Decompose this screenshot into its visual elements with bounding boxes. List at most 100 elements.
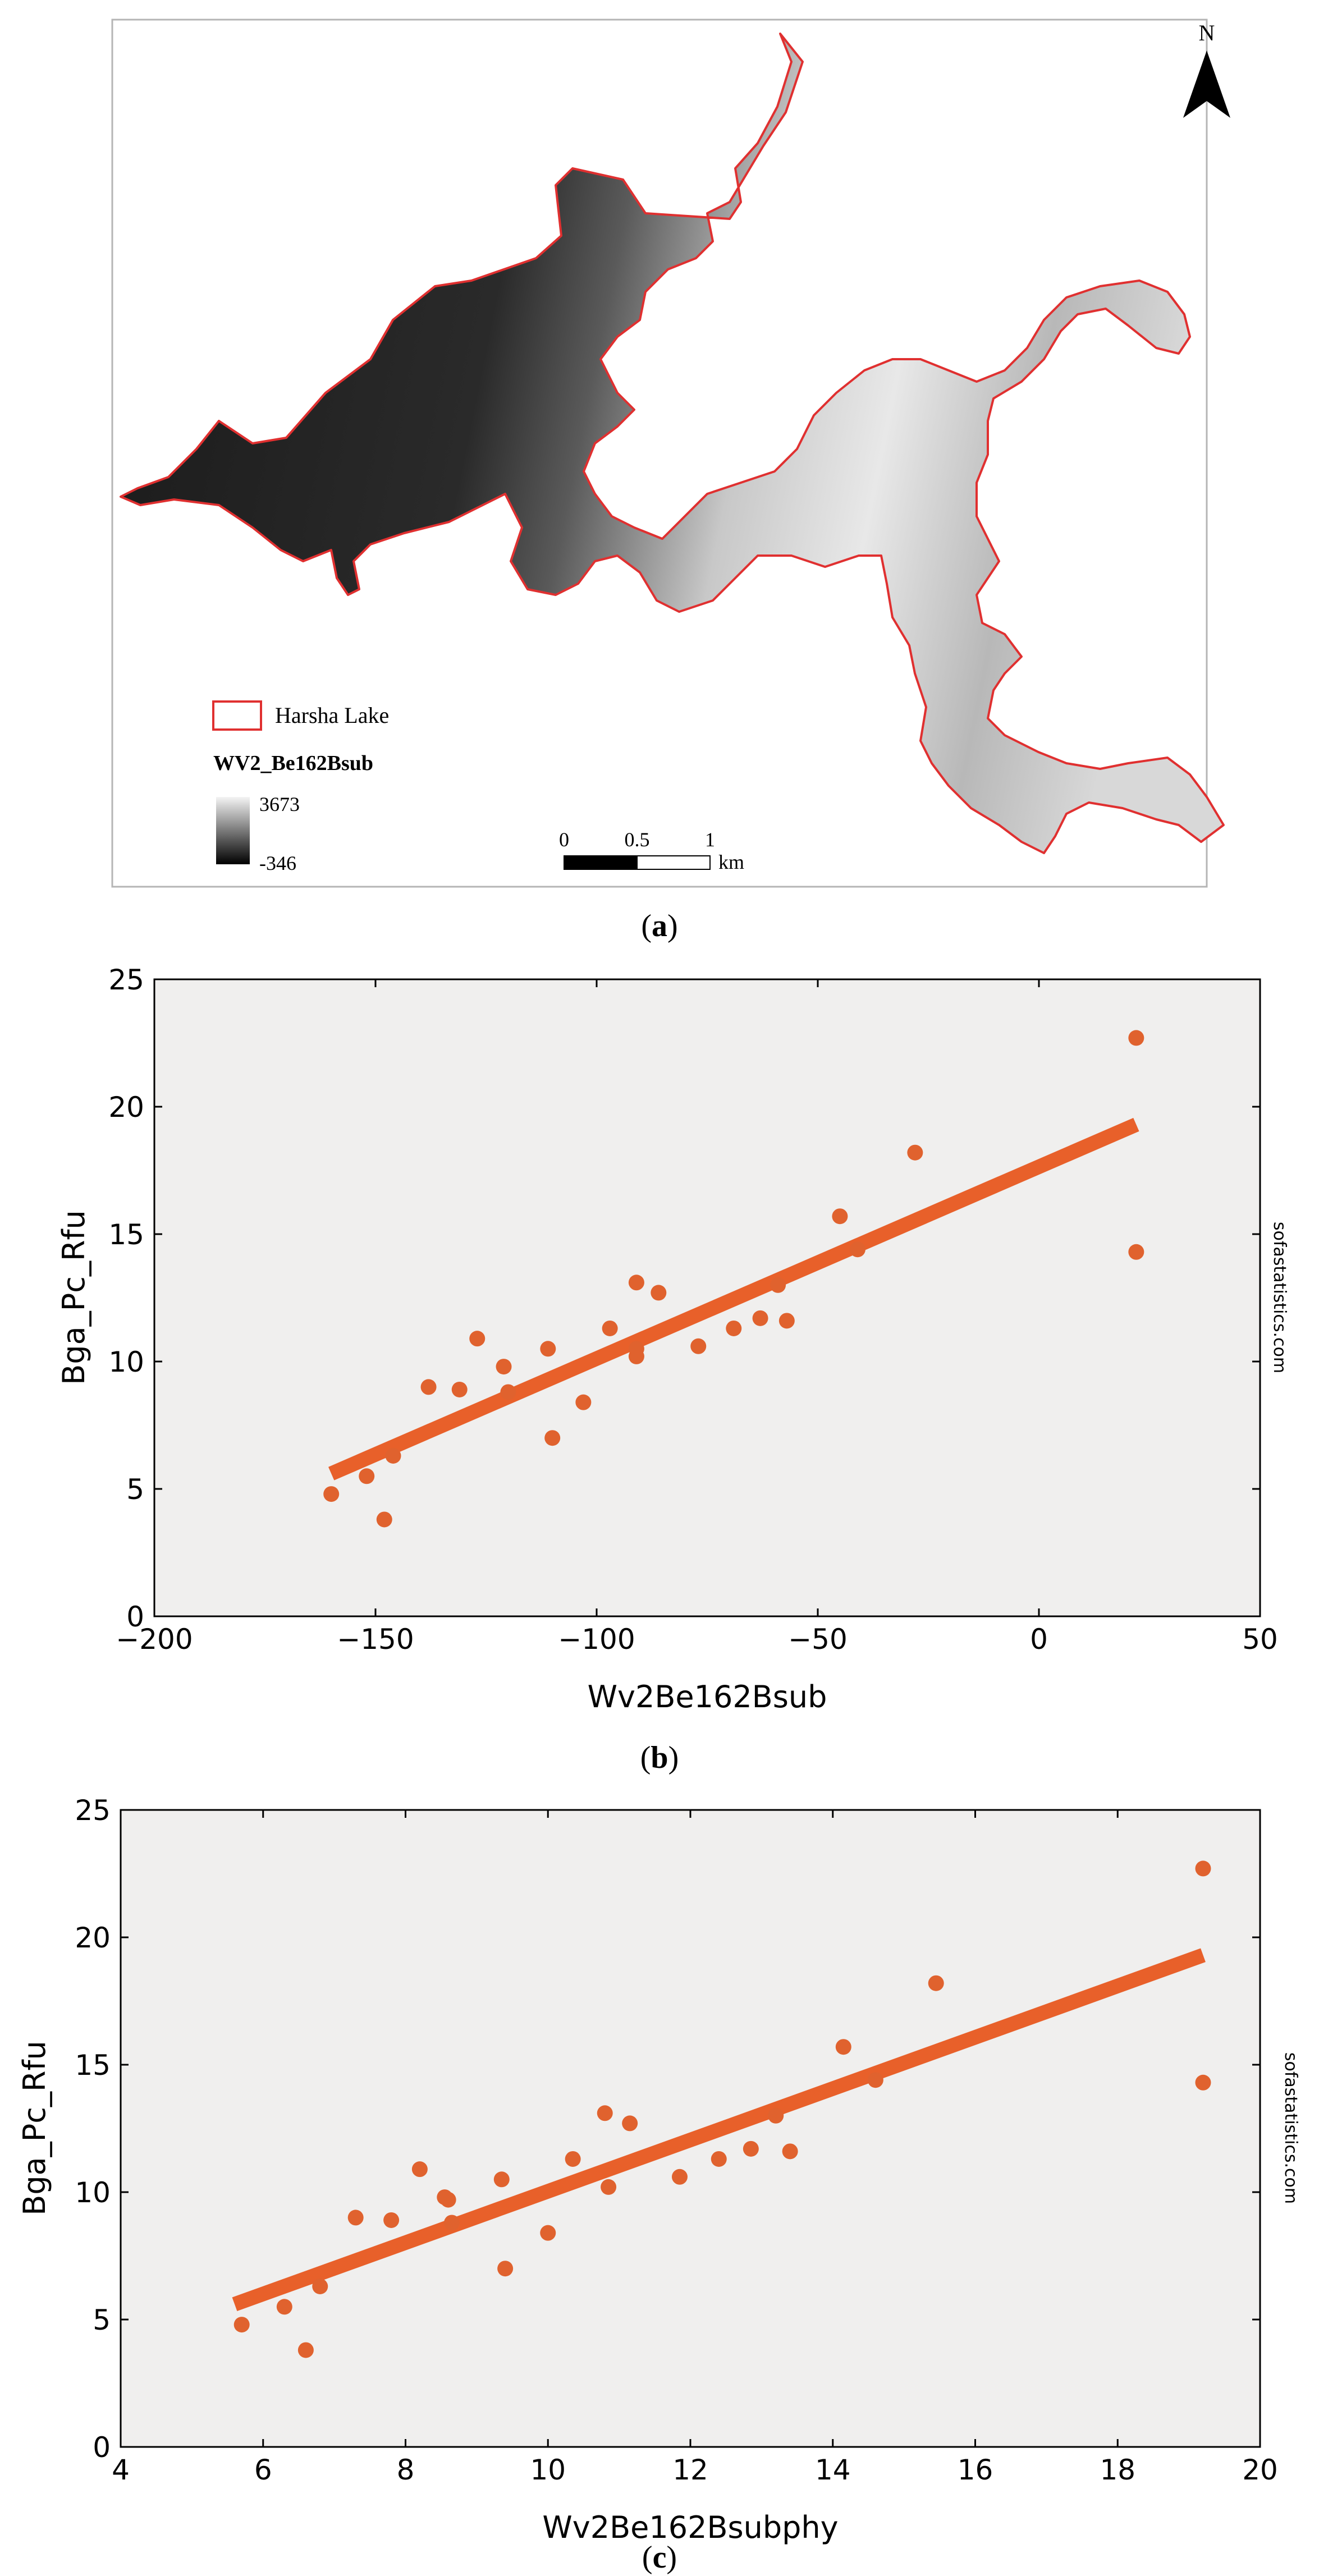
- data-point: [540, 1341, 556, 1357]
- caption-b: (b): [640, 1740, 679, 1775]
- y-tick-label: 25: [75, 1794, 111, 1827]
- data-point: [770, 1277, 786, 1293]
- data-point: [768, 2107, 784, 2124]
- legend-min-value: -346: [259, 852, 296, 874]
- data-point: [565, 2151, 581, 2167]
- caption-c: (c): [642, 2540, 677, 2575]
- scale-bar-dark-segment: [564, 855, 638, 870]
- y-tick-label: 10: [75, 2176, 111, 2209]
- data-point: [385, 1447, 401, 1464]
- data-point: [276, 2299, 292, 2315]
- scale-bar: 0 0.5 1 km: [559, 828, 744, 873]
- data-point: [752, 1310, 768, 1326]
- x-tick-label: 10: [530, 2454, 566, 2486]
- data-point: [628, 1275, 644, 1291]
- plot-area: [120, 1809, 1261, 2448]
- legend-lake-swatch: [212, 700, 262, 731]
- panel-c-chart: 0 5 10 15 20 25 4 6 8 10 12 14 16 18 20 Bga_Pc_Rfu Wv…: [17, 1794, 1300, 2575]
- x-tick-label: 14: [815, 2454, 851, 2486]
- data-point: [928, 1975, 944, 1991]
- data-point: [312, 2278, 328, 2294]
- data-point: [500, 1384, 516, 1400]
- y-tick-label: 20: [108, 1091, 144, 1124]
- data-point: [347, 2210, 364, 2226]
- north-label: N: [1199, 20, 1215, 45]
- data-point: [496, 1359, 512, 1375]
- data-point: [497, 2261, 514, 2277]
- panel-b-chart: 0 5 10 15 20 25 −200 −150 −100 −50 0 50 Bga_Pc_Rfu…: [56, 964, 1289, 1775]
- x-tick-label: −200: [116, 1623, 193, 1656]
- north-arrow: N: [1183, 20, 1230, 118]
- data-point: [451, 1381, 468, 1397]
- caption-a-letter: a: [652, 909, 667, 943]
- data-point: [1128, 1244, 1144, 1260]
- y-tick-label: 20: [75, 1922, 111, 1954]
- x-tick-label: 20: [1242, 2454, 1278, 2486]
- caption-b-letter: b: [651, 1740, 668, 1775]
- legend-max-value: 3673: [259, 793, 300, 815]
- data-point: [540, 2225, 556, 2241]
- data-point: [440, 2192, 456, 2208]
- legend-lake-label: Harsha Lake: [275, 703, 389, 728]
- y-axis-label: Bga_Pc_Rfu: [17, 2041, 52, 2215]
- data-point: [671, 2169, 688, 2185]
- y-tick-label: 0: [93, 2431, 111, 2464]
- data-point: [601, 2179, 617, 2195]
- data-point: [832, 1208, 848, 1225]
- harsha-lake-shape: [120, 33, 1225, 854]
- x-axis-label: Wv2Be162Bsub: [588, 1679, 827, 1715]
- legend-band-label: WV2_Be162Bsub: [213, 751, 373, 775]
- data-point: [383, 2212, 400, 2228]
- data-point: [443, 2215, 460, 2231]
- x-tick-label: 50: [1242, 1623, 1278, 1656]
- data-point: [420, 1379, 437, 1395]
- scale-tick-1: 0.5: [625, 828, 650, 851]
- regression-line: [328, 1117, 1139, 1480]
- data-point: [622, 2115, 638, 2132]
- data-point: [602, 1320, 618, 1336]
- data-point: [493, 2171, 510, 2188]
- data-point: [726, 1320, 742, 1336]
- plot-area: [153, 978, 1261, 1617]
- north-arrow-icon: [1183, 51, 1230, 118]
- y-tick-label: 15: [75, 2049, 111, 2082]
- data-point: [778, 1313, 795, 1329]
- x-tick-label: 8: [397, 2454, 415, 2486]
- data-point: [849, 1241, 865, 1258]
- y-tick-label: 5: [93, 2304, 111, 2336]
- legend-color-ramp: [216, 797, 250, 864]
- y-tick-label: 5: [126, 1473, 144, 1506]
- data-point: [469, 1331, 486, 1347]
- regression-line: [232, 1948, 1206, 2311]
- scale-bar-light-segment: [636, 855, 711, 870]
- data-point: [651, 1285, 667, 1301]
- map-legend: Harsha Lake WV2_Be162Bsub 3673 -346: [212, 700, 389, 874]
- data-point: [867, 2072, 883, 2088]
- scale-unit: km: [718, 851, 744, 873]
- data-point: [743, 2140, 759, 2157]
- x-tick-label: −150: [337, 1623, 414, 1656]
- scale-tick-2: 1: [705, 828, 715, 851]
- y-axis-label: Bga_Pc_Rfu: [56, 1210, 91, 1385]
- x-tick-label: −50: [788, 1623, 848, 1656]
- data-point: [1195, 2074, 1211, 2091]
- x-axis-label: Wv2Be162Bsubphy: [542, 2510, 838, 2545]
- x-tick-label: 0: [1030, 1623, 1048, 1656]
- data-point: [323, 1486, 340, 1502]
- y-tick-label: 25: [108, 964, 144, 996]
- data-point: [711, 2151, 727, 2167]
- data-point: [1128, 1030, 1144, 1046]
- scale-tick-0: 0: [559, 828, 569, 851]
- x-tick-label: 6: [254, 2454, 272, 2486]
- caption-c-letter: c: [653, 2540, 667, 2575]
- x-tick-label: 12: [672, 2454, 708, 2486]
- watermark: sofastatistics.com: [1270, 1222, 1289, 1373]
- y-tick-label: 15: [108, 1218, 144, 1251]
- data-point: [907, 1144, 923, 1161]
- data-point: [835, 2039, 851, 2055]
- x-tick-label: 18: [1100, 2454, 1135, 2486]
- data-point: [376, 1511, 392, 1528]
- data-point: [297, 2342, 314, 2358]
- caption-a: (a): [641, 909, 677, 943]
- data-point: [690, 1338, 707, 1354]
